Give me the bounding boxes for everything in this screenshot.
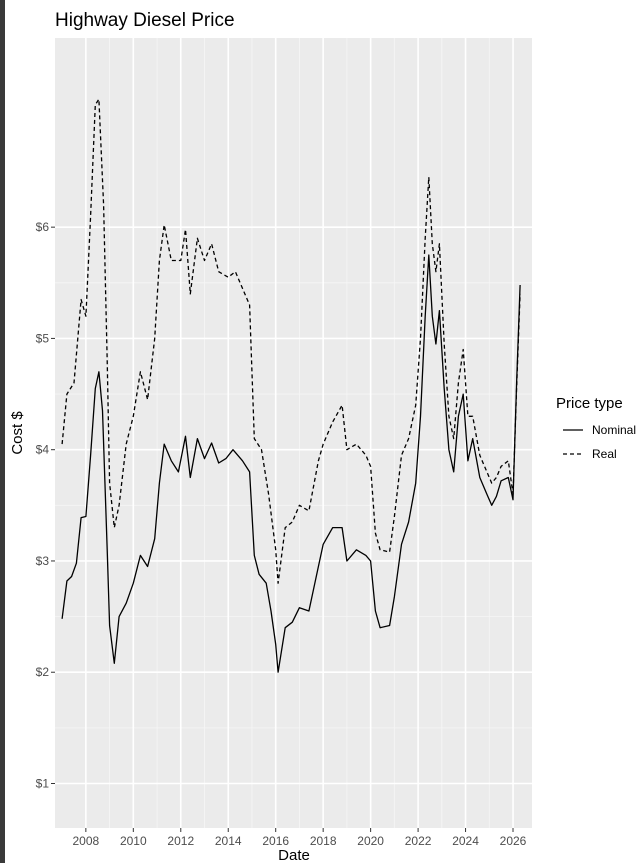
y-axis: $1 $2 $3 $4 $5 $6 [36, 220, 55, 790]
x-axis: 2008 2010 2012 2014 2016 2018 2020 2022 2024 2026 [72, 828, 526, 848]
y-tick-label: $2 [36, 665, 50, 679]
legend: Price type Nominal Real [556, 395, 636, 461]
x-tick-label: 2010 [120, 834, 147, 848]
legend-items: Nominal Real [563, 423, 636, 461]
x-tick-label: 2026 [500, 834, 527, 848]
legend-title: Price type [556, 395, 623, 412]
y-tick-label: $6 [36, 220, 50, 234]
x-tick-label: 2012 [167, 834, 194, 848]
y-tick-label: $4 [36, 443, 50, 457]
x-tick-label: 2016 [262, 834, 289, 848]
chart-title: Highway Diesel Price [55, 10, 235, 31]
legend-label-nominal: Nominal [592, 423, 636, 437]
x-tick-label: 2022 [405, 834, 432, 848]
y-tick-label: $5 [36, 331, 50, 345]
plot-panel [55, 38, 532, 828]
x-tick-label: 2024 [452, 834, 479, 848]
y-tick-label: $1 [36, 776, 50, 790]
y-axis-title: Cost $ [9, 411, 26, 455]
x-tick-label: 2008 [72, 834, 99, 848]
x-tick-label: 2014 [215, 834, 242, 848]
x-axis-title: Date [278, 847, 310, 863]
legend-label-real: Real [592, 447, 617, 461]
x-tick-label: 2020 [357, 834, 384, 848]
y-tick-label: $3 [36, 554, 50, 568]
x-tick-label: 2018 [310, 834, 337, 848]
